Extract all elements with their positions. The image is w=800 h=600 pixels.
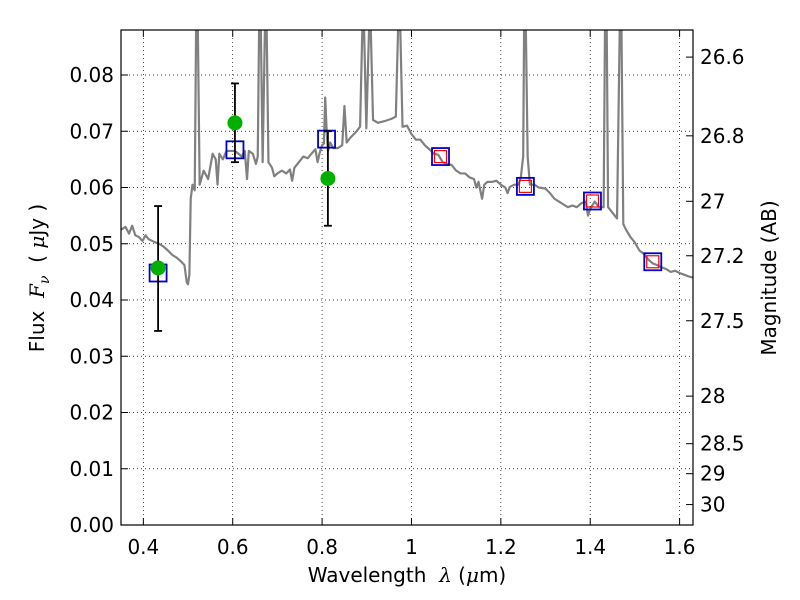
sed-line — [121, 30, 693, 286]
y-tick-label: 0.02 — [69, 401, 114, 425]
y-tick-label: 0.01 — [69, 457, 114, 481]
y2-tick-label: 27.2 — [700, 244, 745, 268]
x-tick-label: 1.6 — [664, 535, 696, 559]
y2-tick-label: 28 — [700, 384, 725, 408]
x-axis-label: Wavelength λ (μm) — [308, 563, 507, 587]
x-tick-label: 1.2 — [485, 535, 517, 559]
photometry-square — [646, 255, 660, 269]
x-tick-label: 0.8 — [306, 535, 338, 559]
model-flux-square — [516, 176, 535, 196]
y-tick-label: 0.03 — [69, 344, 114, 368]
plot-frame — [120, 29, 694, 526]
observed-point — [150, 260, 166, 276]
y-tick-label: 0.08 — [69, 63, 114, 87]
photometry-square — [585, 194, 600, 208]
model-flux-square — [583, 191, 602, 211]
model-flux-square — [431, 147, 450, 166]
y-tick-label: 0.06 — [69, 176, 114, 200]
x-tick-label: 1 — [405, 535, 418, 559]
y2-tick-label: 26.8 — [700, 124, 745, 148]
observed-point — [227, 115, 243, 131]
y2-tick-label: 26.6 — [700, 45, 745, 69]
y2-tick-label: 28.5 — [700, 432, 745, 456]
x-tick-label: 1.4 — [574, 535, 606, 559]
x-tick-label: 0.4 — [127, 535, 159, 559]
observed-point — [320, 171, 336, 186]
y2-tick-label: 29 — [700, 462, 725, 486]
y2-tick-label: 27 — [700, 189, 725, 213]
photometry-square — [518, 179, 533, 193]
y-tick-label: 0.07 — [69, 119, 114, 143]
ticks: 0.4 0.6 0.8 1 1.2 1.4 1.6 0.00 0.01 0.02 0.03 0.04 0… — [69, 30, 745, 559]
plot-area — [121, 30, 693, 286]
y2-tick-label: 30 — [700, 493, 725, 517]
y-tick-label: 0.00 — [69, 513, 114, 537]
photometry-square — [433, 149, 448, 164]
model-flux-square — [643, 252, 663, 272]
y-tick-label: 0.04 — [69, 288, 114, 312]
y2-tick-label: 27.5 — [700, 309, 745, 333]
y-axis-label: Flux Fν ( μJy ) — [25, 204, 53, 352]
marker-layer — [148, 82, 663, 332]
y2-axis-label: Magnitude (AB) — [757, 200, 781, 355]
y-tick-label: 0.05 — [69, 232, 114, 256]
x-tick-label: 0.6 — [217, 535, 249, 559]
